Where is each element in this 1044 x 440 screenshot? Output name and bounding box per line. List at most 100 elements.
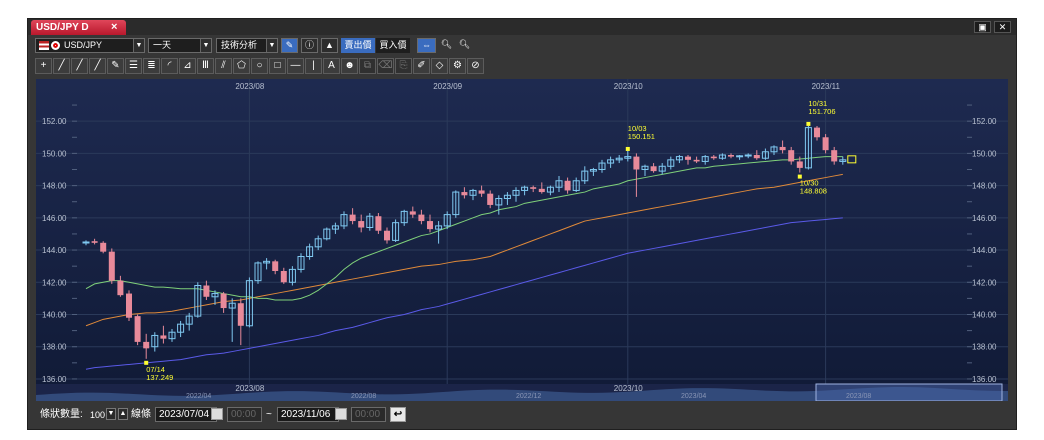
ma-long-line [85,217,843,370]
horizontal-line-tool[interactable]: — [287,58,304,74]
pentagon-tool[interactable]: ⬠ [233,58,250,74]
pencil-tool[interactable]: ✎ [107,58,124,74]
y-tick-label-right: 136.00 [972,375,997,384]
ma-mid-line [85,173,843,327]
undo-icon[interactable]: ↩ [390,407,406,422]
candle-body-up [641,165,649,171]
annotation-date: 10/03 [628,124,647,133]
candle-body-down [358,221,365,228]
end-date-input[interactable]: 2023/11/06 [277,407,339,422]
count-label: 條狀數量: [40,409,83,420]
candle-body-down [134,316,141,342]
x-top-label: 2023/08 [235,82,264,91]
chart-svg[interactable]: 152.00 152.00 150.00 150.00 148.00 148.00 146.… [36,79,1008,401]
candle-body-up [839,159,847,162]
analysis-select[interactable]: 技術分析 ▼ [216,38,278,53]
candle-body-up [736,155,744,158]
fibonacci-arc-tool[interactable]: ◜ [161,58,178,74]
candle-body-up [658,165,666,172]
chevron-down-icon[interactable]: ▼ [266,39,277,52]
restore-icon[interactable]: ▣ [974,21,991,33]
y-tick-label-left: 152.00 [42,117,67,126]
annotation-value: 148.808 [800,187,827,196]
fan-tool[interactable]: ⊿ [179,58,196,74]
candle-body-down [814,127,820,138]
candle-body-down [685,156,691,160]
chevron-down-icon[interactable]: ▼ [133,39,144,52]
candle-body-up [770,146,778,153]
period-select[interactable]: 一天 ▼ [148,38,212,53]
candle-body-down [427,221,433,230]
count-value[interactable]: 100 [90,410,106,420]
rectangle-tool[interactable]: □ [269,58,286,74]
end-time-input[interactable]: 00:00 [351,407,386,422]
candle-body-up [572,180,580,191]
candle-body-up [598,162,606,171]
candle-body-up [340,214,348,227]
crosshair-tool[interactable]: + [35,58,52,74]
info-icon[interactable]: ⓘ [301,38,318,53]
stretch-icon[interactable]: ⇔ [417,38,436,53]
candle-body-down [349,214,356,222]
chart-tab[interactable]: USD/JPY D × [31,20,126,35]
symbol-select[interactable]: USD/JPY ▼ [35,38,145,53]
ask-toggle[interactable]: 買入價 [376,38,410,53]
price-chart[interactable]: 152.00 152.00 150.00 150.00 148.00 148.00 146.… [36,79,1008,401]
clone-tool[interactable]: ⧉ [359,58,376,74]
candle-body-up [245,280,253,327]
candle-body-down [650,166,657,172]
navigator-label: 2022/12 [516,393,541,400]
ellipse-tool[interactable]: ○ [251,58,268,74]
pitchfork-tool[interactable]: ⫽ [215,58,232,74]
analysis-value: 技術分析 [221,40,258,50]
parallel-lines-tool[interactable]: ☰ [125,58,142,74]
candle-body-down [203,285,210,297]
candle-body-up [211,293,219,298]
mountain-chart-icon[interactable]: ▲ [321,38,338,53]
chevron-down-icon[interactable]: ▼ [200,39,211,52]
navigator-range [815,383,1003,401]
extended-line-tool[interactable]: ╱ [89,58,106,74]
magnet-tool[interactable]: ⊘ [467,58,484,74]
text-tool[interactable]: A [323,58,340,74]
count-up-icon[interactable]: ▲ [118,408,128,420]
pencil-icon[interactable]: ✎ [281,38,298,53]
count-down-icon[interactable]: ▼ [106,408,116,420]
navigator-label: 2023/04 [681,393,706,400]
copy-tool[interactable]: ⎘ [395,58,412,74]
y-tick-label-right: 140.00 [972,311,997,320]
annotation-marker [797,174,802,179]
zoom-in-icon[interactable]: 🔍︎ [440,39,453,49]
paint-tool[interactable]: ✐ [413,58,430,74]
annotation-value: 150.151 [628,132,655,141]
bid-toggle[interactable]: 賣出價 [341,38,375,53]
eraser-tool[interactable]: ◇ [431,58,448,74]
chart-background [36,79,1008,401]
candle-body-up [306,246,314,257]
candle-body-down [143,341,150,349]
cycle-lines-tool[interactable]: Ⅲ [197,58,214,74]
icon-tool[interactable]: ☻ [341,58,358,74]
zoom-out-icon[interactable]: 🔍︎ [458,39,471,49]
close-icon[interactable]: ✕ [994,21,1011,33]
delete-tool[interactable]: ⌫ [377,58,394,74]
candle-body-down [564,180,571,191]
line-tool[interactable]: ╱ [53,58,70,74]
annotation-marker [806,121,811,126]
annotation-date: 10/31 [808,99,827,108]
calendar-icon[interactable] [211,408,223,420]
start-date-input[interactable]: 2023/07/04 [155,407,217,422]
ray-tool[interactable]: ╱ [71,58,88,74]
tab-close-icon[interactable]: × [111,21,118,33]
candle-body-up [82,241,90,244]
settings-tool[interactable]: ⚙ [449,58,466,74]
vertical-line-tool[interactable]: | [305,58,322,74]
jp-flag-icon [51,41,60,50]
candle-body-up [323,228,331,240]
calendar-icon[interactable] [335,408,347,420]
candle-body-up [555,180,563,188]
start-time-input[interactable]: 00:00 [227,407,262,422]
channel-tool[interactable]: ≣ [143,58,160,74]
drawing-toolbar: + ╱ ╱ ╱ ✎ ☰ ≣ ◜ ⊿ Ⅲ ⫽ ⬠ ○ □ — | A ☻ ⧉ ⌫ ⎘ ✐ ◇ ⚙ ⊘ [32,57,1012,75]
navigator-label: 2023/08 [846,393,871,400]
